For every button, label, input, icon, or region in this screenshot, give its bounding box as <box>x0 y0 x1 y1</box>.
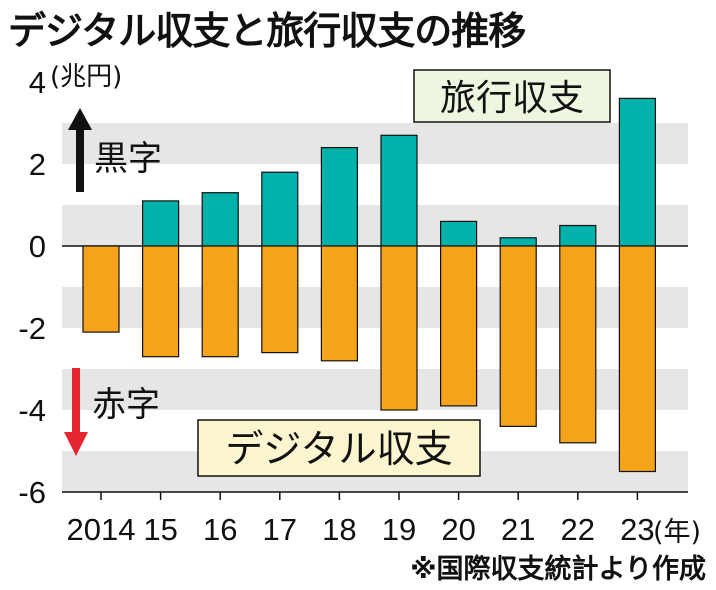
source-note: ※国際収支統計より作成 <box>410 554 706 585</box>
y-tick-label: 0 <box>29 229 46 264</box>
surplus-label: 黒字 <box>94 139 162 179</box>
bar-travel <box>559 224 597 247</box>
y-tick-label: 4 <box>29 65 46 100</box>
legend-travel-label: 旅行収支 <box>440 78 584 119</box>
x-axis-unit-label: (年) <box>653 517 702 548</box>
legend-travel-box <box>413 69 611 123</box>
bar-digital <box>618 245 657 473</box>
x-tick-label: 23 <box>620 512 654 547</box>
x-tick-label: 16 <box>203 512 237 547</box>
bar-digital <box>440 245 478 407</box>
chart-title: デジタル収支と旅行収支の推移 <box>8 9 526 53</box>
y-tick-label: -2 <box>18 311 46 346</box>
bar-digital <box>320 245 358 362</box>
bar-digital <box>261 245 299 354</box>
x-tick-label: 15 <box>143 512 177 547</box>
bar-travel <box>142 200 180 247</box>
bar-digital <box>380 245 418 411</box>
x-tick-label: 19 <box>382 512 416 547</box>
x-tick-label: 17 <box>263 512 297 547</box>
x-tick-label: 2014 <box>67 512 136 547</box>
bar-travel <box>201 192 239 247</box>
bar-digital <box>142 245 180 358</box>
bar-digital <box>559 245 597 444</box>
legend-digital-label: デジタル収支 <box>225 427 452 471</box>
deficit-label: 赤字 <box>92 385 160 425</box>
bar-digital <box>201 245 239 358</box>
bar-digital <box>499 245 537 427</box>
legend-digital-box <box>197 419 481 477</box>
bar-digital <box>82 245 120 333</box>
y-tick-label: 2 <box>29 147 46 182</box>
bar-travel <box>320 147 358 247</box>
y-axis-unit-label: (兆円) <box>50 62 123 92</box>
x-tick-label: 20 <box>441 512 475 547</box>
grid-band <box>62 123 688 164</box>
bar-travel <box>261 171 299 247</box>
bar-travel <box>499 237 537 247</box>
bar-travel <box>618 97 657 247</box>
bar-travel <box>380 134 418 247</box>
x-tick-label: 18 <box>322 512 356 547</box>
bar-travel <box>440 220 478 247</box>
x-tick-label: 21 <box>501 512 535 547</box>
y-tick-label: -6 <box>18 475 46 510</box>
x-tick-label: 22 <box>561 512 595 547</box>
deficit-arrow-head <box>64 432 88 456</box>
y-tick-label: -4 <box>18 393 46 428</box>
surplus-arrow-head <box>68 108 92 130</box>
